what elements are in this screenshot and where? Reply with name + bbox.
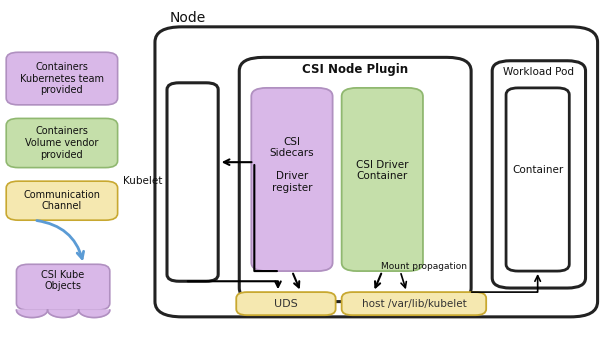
FancyBboxPatch shape xyxy=(251,88,333,271)
Text: Kubelet: Kubelet xyxy=(123,176,163,186)
Text: CSI Node Plugin: CSI Node Plugin xyxy=(302,64,408,77)
Text: Communication
Channel: Communication Channel xyxy=(24,190,100,211)
FancyBboxPatch shape xyxy=(506,88,569,271)
Polygon shape xyxy=(79,310,110,317)
Text: Mount propagation: Mount propagation xyxy=(381,262,467,271)
Text: Container: Container xyxy=(512,165,563,175)
FancyBboxPatch shape xyxy=(342,88,423,271)
FancyBboxPatch shape xyxy=(167,83,218,281)
FancyBboxPatch shape xyxy=(6,118,117,168)
Text: Node: Node xyxy=(170,11,206,25)
Text: CSI Kube
Objects: CSI Kube Objects xyxy=(42,269,85,291)
FancyBboxPatch shape xyxy=(6,181,117,220)
Polygon shape xyxy=(48,310,79,317)
FancyBboxPatch shape xyxy=(16,264,110,310)
Text: CSI Driver
Container: CSI Driver Container xyxy=(356,159,408,181)
Text: CSI
Sidecars

Driver
register: CSI Sidecars Driver register xyxy=(270,136,314,193)
Text: UDS: UDS xyxy=(274,299,298,308)
FancyBboxPatch shape xyxy=(239,57,471,302)
FancyBboxPatch shape xyxy=(342,292,486,315)
FancyBboxPatch shape xyxy=(492,61,586,288)
Text: Containers
Kubernetes team
provided: Containers Kubernetes team provided xyxy=(20,62,104,95)
Text: Workload Pod: Workload Pod xyxy=(503,67,574,77)
FancyBboxPatch shape xyxy=(237,292,336,315)
FancyBboxPatch shape xyxy=(6,52,117,105)
Text: host /var/lib/kubelet: host /var/lib/kubelet xyxy=(362,299,466,308)
Polygon shape xyxy=(16,310,48,317)
FancyBboxPatch shape xyxy=(155,27,598,317)
Text: Containers
Volume vendor
provided: Containers Volume vendor provided xyxy=(25,127,99,160)
